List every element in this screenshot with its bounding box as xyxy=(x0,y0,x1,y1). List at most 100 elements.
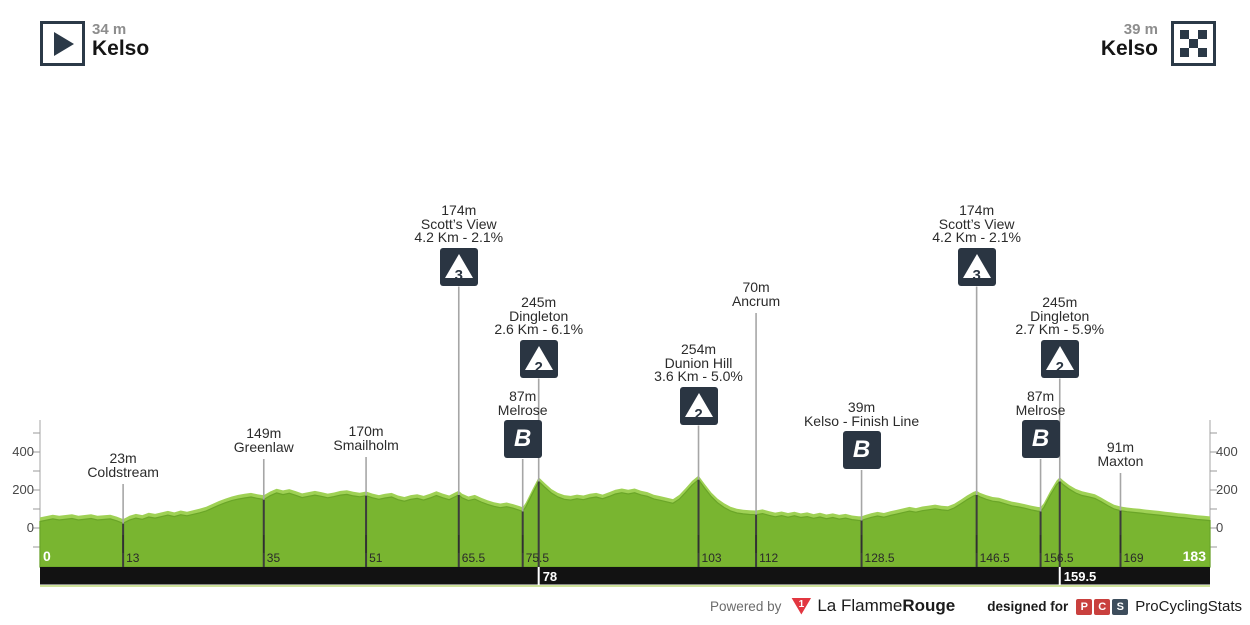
marker-name: Greenlaw xyxy=(233,438,294,455)
marker-elevation: 39m xyxy=(847,399,876,415)
checkered-flag-icon xyxy=(1180,30,1207,57)
x-axis-label: 35 xyxy=(266,551,281,565)
marker-name: Coldstream xyxy=(87,463,159,480)
lfr-badge-number: 1 xyxy=(798,598,805,610)
la-flamme-rouge-logo-text: La FlammeRouge xyxy=(817,596,955,616)
pcs-letter-s: S xyxy=(1112,599,1129,615)
marker-name: Dingleton xyxy=(1030,307,1090,324)
pcs-logo-text: ProCyclingStats xyxy=(1135,597,1242,615)
y-axis-label: 0 xyxy=(26,520,34,535)
marker-name: Melrose xyxy=(497,401,548,418)
point-marker-melrose: 87m Melrose B xyxy=(951,388,1131,458)
climb-category-number: 3 xyxy=(972,266,981,284)
pcs-letter-c: C xyxy=(1094,599,1111,615)
distance-bar-underline xyxy=(40,585,1210,587)
x-axis-label: 51 xyxy=(369,551,383,565)
x-axis-label: 13 xyxy=(126,551,140,565)
lfr-name-regular: La Flamme xyxy=(817,596,903,615)
point-marker-greenlaw: 149m Greenlaw xyxy=(174,425,354,455)
point-marker-ancrum: 70m Ancrum xyxy=(666,279,846,309)
climb-category-number: 2 xyxy=(1055,358,1064,376)
y-axis-label: 200 xyxy=(12,482,34,497)
y-axis-label: 400 xyxy=(12,444,34,459)
marker-elevation: 70m xyxy=(742,279,770,295)
x-axis-label-start: 0 xyxy=(43,548,51,564)
start-town: Kelso xyxy=(92,37,150,60)
marker-name: Melrose xyxy=(1015,401,1066,418)
point-marker-maxton: 91m Maxton xyxy=(1030,439,1210,468)
x-axis-label: 65.5 xyxy=(461,551,486,565)
finish-header: 39 m Kelso xyxy=(1100,21,1158,60)
point-marker-scott-s-view: 174m Scott’s View 4.2 Km - 2.1% 3 xyxy=(369,202,549,286)
category-3-climb-icon: 3 xyxy=(439,247,478,286)
bonus-sprint-icon: B xyxy=(842,431,881,469)
marker-elevation: 87m xyxy=(1026,388,1055,404)
designed-for-label: designed for xyxy=(987,598,1069,614)
marker-name: Scott’s View xyxy=(938,215,1015,232)
climb-triangle-icon xyxy=(444,253,473,278)
point-marker-scott-s-view: 174m Scott’s View 4.2 Km - 2.1% 3 xyxy=(887,202,1067,286)
pcs-letter-p: P xyxy=(1076,599,1093,615)
x-axis-label: 169 xyxy=(1123,551,1144,565)
y-axis-label: 0 xyxy=(1216,520,1224,535)
profile-area xyxy=(39,478,1211,568)
bar-tick xyxy=(537,567,540,585)
la-flamme-rouge-icon: 1 xyxy=(791,597,812,615)
climb-category-number: 2 xyxy=(694,405,703,423)
bar-tick xyxy=(1058,567,1061,585)
bonus-sprint-icon: B xyxy=(503,420,542,458)
point-marker-melrose: 87m Melrose B xyxy=(433,389,613,458)
climb-triangle-icon xyxy=(962,253,991,278)
point-marker-dingleton: 245m Dingleton 2.7 Km - 5.9% 2 xyxy=(970,294,1150,378)
x-axis-label-end: 183 xyxy=(1182,548,1206,564)
bar-distance-label: 159.5 xyxy=(1063,569,1097,584)
marker-elevation: 254m xyxy=(681,341,717,357)
marker-name: Scott’s View xyxy=(420,215,497,232)
start-header: 34 m Kelso xyxy=(92,21,150,60)
x-axis-label: 146.5 xyxy=(979,551,1010,565)
marker-elevation: 170m xyxy=(348,423,384,439)
marker-elevation: 174m xyxy=(959,202,995,218)
x-axis-label: 112 xyxy=(759,551,779,565)
distance-bar xyxy=(40,567,1210,585)
y-axis-label: 400 xyxy=(1216,444,1238,459)
climb-category-number: 2 xyxy=(534,358,543,376)
marker-name: Dingleton xyxy=(509,307,569,324)
point-marker-kelso-finish-line: 39m Kelso - Finish Line B xyxy=(772,399,952,469)
marker-elevation: 23m xyxy=(109,450,137,466)
footer-branding: Powered by 1 La FlammeRouge designed for… xyxy=(710,595,1242,617)
climb-category-number: 3 xyxy=(454,266,463,284)
point-marker-coldstream: 23m Coldstream xyxy=(33,450,213,480)
marker-gradient: 4.2 Km - 2.1% xyxy=(414,229,504,245)
marker-name: Kelso - Finish Line xyxy=(803,412,920,429)
marker-elevation: 149m xyxy=(246,425,282,441)
climb-triangle-icon xyxy=(1045,345,1074,370)
marker-gradient: 4.2 Km - 2.1% xyxy=(932,229,1021,245)
marker-elevation: 174m xyxy=(441,202,477,218)
finish-elevation: 39 m xyxy=(1123,21,1158,38)
category-2-climb-icon: 2 xyxy=(519,339,558,378)
marker-elevation: 245m xyxy=(1042,294,1078,310)
category-2-climb-icon: 2 xyxy=(1040,339,1079,378)
marker-gradient: 2.7 Km - 5.9% xyxy=(1015,321,1105,337)
finish-town: Kelso xyxy=(1100,37,1158,60)
marker-gradient: 3.6 Km - 5.0% xyxy=(654,368,743,384)
bonus-sprint-icon: B xyxy=(1021,420,1060,458)
y-axis-label: 200 xyxy=(1216,482,1238,497)
category-2-climb-icon: 2 xyxy=(679,386,718,425)
marker-gradient: 2.6 Km - 6.1% xyxy=(494,321,584,337)
marker-elevation: 245m xyxy=(521,294,557,310)
marker-name: Dunion Hill xyxy=(664,354,733,371)
marker-name: Ancrum xyxy=(731,292,781,309)
start-elevation: 34 m xyxy=(92,21,127,38)
climb-triangle-icon xyxy=(684,392,713,417)
lfr-name-bold: Rouge xyxy=(902,596,956,615)
finish-flag-icon xyxy=(1171,21,1216,66)
marker-name: Smailholm xyxy=(333,436,399,453)
marker-elevation: 91m xyxy=(1106,439,1135,455)
point-marker-smailholm: 170m Smailholm xyxy=(276,423,456,453)
x-axis-label: 156.5 xyxy=(1043,551,1074,565)
point-marker-dunion-hill: 254m Dunion Hill 3.6 Km - 5.0% 2 xyxy=(609,341,789,425)
